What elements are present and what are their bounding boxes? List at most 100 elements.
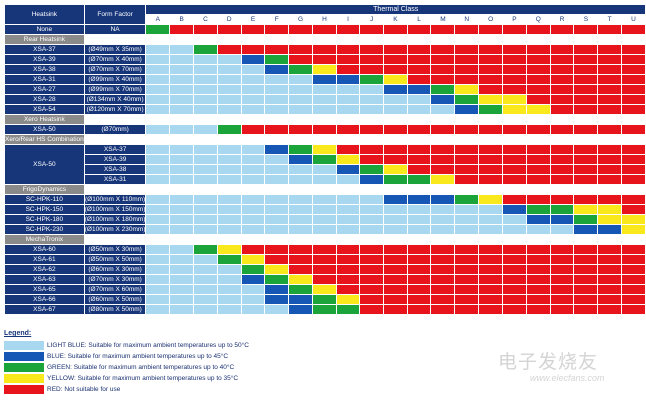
rating-cell	[360, 275, 383, 284]
rating-cell	[407, 255, 431, 264]
column-header: H	[313, 15, 336, 24]
rating-cell	[360, 45, 383, 54]
rating-cell	[431, 45, 455, 54]
form-factor: (Ø100mm X 150mm)	[84, 205, 146, 214]
section-header: MechaTronix	[5, 235, 84, 244]
rating-cell	[336, 145, 360, 154]
rating-cell	[455, 85, 479, 94]
section-row: MechaTronix	[5, 235, 645, 244]
rating-cell	[217, 25, 241, 34]
rating-cell	[336, 95, 360, 104]
rating-cell	[503, 275, 526, 284]
rating-cell	[431, 85, 455, 94]
heatsink-name: XSA-37	[5, 45, 84, 54]
rating-cell	[431, 295, 455, 304]
rating-cell	[407, 25, 431, 34]
rating-cell	[336, 275, 360, 284]
heatsink-name: XSA-60	[5, 245, 84, 254]
rating-cell	[289, 215, 313, 224]
rating-cell	[170, 105, 194, 114]
rating-cell	[574, 195, 598, 204]
rating-cell	[336, 225, 360, 234]
rating-cell	[598, 255, 621, 264]
matrix-row: XSA-63 (Ø70mm X 30mm)	[5, 275, 645, 284]
rating-cell	[360, 255, 383, 264]
rating-cell	[336, 165, 360, 174]
rating-cell	[360, 25, 383, 34]
rating-cell	[383, 245, 407, 254]
column-header: L	[407, 15, 431, 24]
matrix-row: XSA-50 (Ø70mm)	[5, 125, 645, 134]
rating-cell	[217, 45, 241, 54]
rating-cell	[241, 125, 265, 134]
rating-cell	[503, 145, 526, 154]
form-factor-header: Form Factor	[84, 5, 146, 24]
rating-cell	[503, 55, 526, 64]
rating-cell	[217, 105, 241, 114]
rating-cell	[503, 265, 526, 274]
rating-cell	[574, 215, 598, 224]
rating-cell	[170, 95, 194, 104]
heatsink-name: SC-HPK-180	[5, 215, 84, 224]
rating-cell	[431, 125, 455, 134]
rating-cell	[241, 95, 265, 104]
rating-cell	[313, 295, 336, 304]
rating-cell	[360, 95, 383, 104]
rating-cell	[622, 215, 645, 224]
rating-cell	[383, 195, 407, 204]
rating-cell	[598, 285, 621, 294]
matrix-row: XSA-27 (Ø99mm X 70mm)	[5, 85, 645, 94]
rating-cell	[622, 305, 645, 314]
rating-cell	[170, 75, 194, 84]
rating-cell	[265, 45, 289, 54]
rating-cell	[313, 45, 336, 54]
rating-cell	[598, 55, 621, 64]
rating-cell	[526, 25, 550, 34]
rating-cell	[265, 155, 289, 164]
rating-cell	[313, 165, 336, 174]
rating-cell	[383, 45, 407, 54]
rating-cell	[598, 155, 621, 164]
rating-cell	[217, 155, 241, 164]
column-header: U	[622, 15, 645, 24]
rating-cell	[170, 215, 194, 224]
heatsink-name: XSA-66	[5, 295, 84, 304]
rating-cell	[526, 145, 550, 154]
rating-cell	[289, 45, 313, 54]
thermal-class-header: Thermal Class	[146, 5, 645, 14]
rating-cell	[574, 255, 598, 264]
rating-cell	[550, 205, 574, 214]
legend-swatch	[4, 352, 44, 361]
rating-cell	[550, 215, 574, 224]
rating-cell	[431, 305, 455, 314]
rating-cell	[265, 255, 289, 264]
matrix-row: XSA-37 (Ø49mm X 35mm)	[5, 45, 645, 54]
rating-cell	[265, 165, 289, 174]
rating-cell	[431, 175, 455, 184]
rating-cell	[170, 25, 194, 34]
rating-cell	[313, 305, 336, 314]
rating-cell	[383, 155, 407, 164]
rating-cell	[479, 55, 503, 64]
rating-cell	[407, 95, 431, 104]
rating-cell	[455, 245, 479, 254]
rating-cell	[431, 245, 455, 254]
rating-cell	[336, 155, 360, 164]
rating-cell	[360, 65, 383, 74]
matrix-row: XSA-54 (Ø120mm X 70mm)	[5, 105, 645, 114]
rating-cell	[574, 125, 598, 134]
rating-cell	[503, 125, 526, 134]
rating-cell	[146, 205, 170, 214]
rating-cell	[455, 165, 479, 174]
rating-cell	[360, 85, 383, 94]
rating-cell	[313, 175, 336, 184]
rating-cell	[622, 55, 645, 64]
rating-cell	[598, 225, 621, 234]
rating-cell	[217, 265, 241, 274]
rating-cell	[622, 85, 645, 94]
column-header: E	[241, 15, 265, 24]
heatsink-name: XSA-61	[5, 255, 84, 264]
rating-cell	[526, 65, 550, 74]
rating-cell	[146, 55, 170, 64]
